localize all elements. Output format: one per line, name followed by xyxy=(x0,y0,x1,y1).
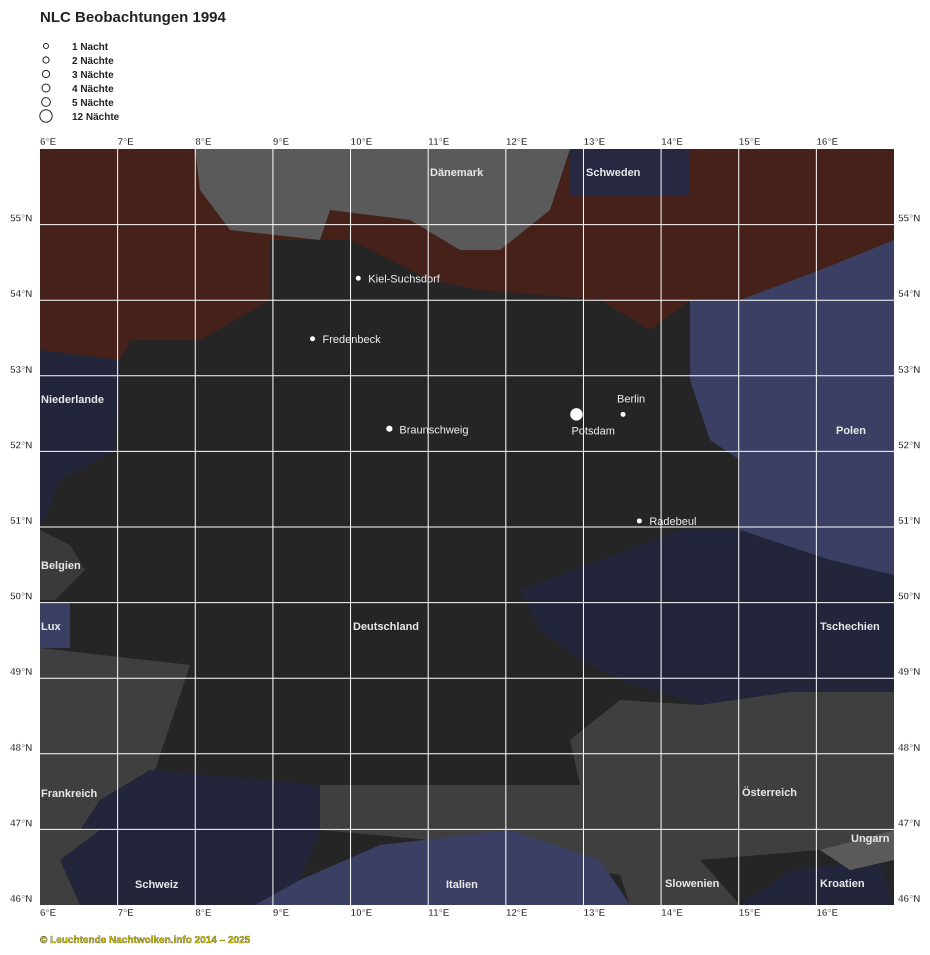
country-label: Polen xyxy=(836,425,866,437)
legend-label: 4 Nächte xyxy=(72,84,114,95)
city-dot xyxy=(386,425,393,432)
lon-label: 15°E xyxy=(739,908,761,919)
lon-label: 7°E xyxy=(118,908,135,919)
legend-label: 3 Nächte xyxy=(72,70,114,81)
lon-label: 11°E xyxy=(428,137,450,148)
country-label: Österreich xyxy=(742,786,797,799)
country-label: Belgien xyxy=(41,560,81,572)
city-dot xyxy=(570,408,583,421)
lon-label: 8°E xyxy=(195,137,212,148)
legend-label: 1 Nacht xyxy=(72,42,109,53)
lon-label: 11°E xyxy=(428,908,450,919)
lat-label: 49°N xyxy=(10,667,32,678)
country-label: Schweden xyxy=(586,167,641,179)
lon-label: 12°E xyxy=(506,908,528,919)
country-label: Dänemark xyxy=(430,167,484,179)
country-label: Schweiz xyxy=(135,879,179,891)
lon-label: 10°E xyxy=(351,137,373,148)
country-label: Deutschland xyxy=(353,621,419,633)
city-dot xyxy=(620,411,626,417)
lat-label: 48°N xyxy=(10,743,32,754)
lat-label: 46°N xyxy=(898,894,920,905)
lon-label: 13°E xyxy=(583,137,605,148)
lat-label: 46°N xyxy=(10,894,32,905)
lon-label: 10°E xyxy=(351,908,373,919)
lon-label: 15°E xyxy=(739,137,761,148)
legend-dot xyxy=(41,83,51,93)
lon-label: 9°E xyxy=(273,908,290,919)
footer: © Leuchtende Nachtwolken.info 2014 – 202… xyxy=(40,935,251,946)
lat-label: 47°N xyxy=(898,818,920,829)
legend-label: 5 Nächte xyxy=(72,98,114,109)
lat-label: 53°N xyxy=(10,365,32,376)
lat-label: 52°N xyxy=(898,440,920,451)
country-label: Niederlande xyxy=(41,394,104,406)
lon-label: 9°E xyxy=(273,137,290,148)
lat-label: 51°N xyxy=(898,516,920,527)
lat-label: 52°N xyxy=(10,440,32,451)
lon-label: 14°E xyxy=(661,908,683,919)
lat-label: 51°N xyxy=(10,516,32,527)
city-label: Braunschweig xyxy=(399,425,468,437)
lon-label: 6°E xyxy=(40,137,57,148)
city-dot xyxy=(636,518,642,524)
legend-dot xyxy=(43,43,49,49)
lon-label: 16°E xyxy=(816,137,838,148)
lat-label: 54°N xyxy=(898,289,920,300)
lat-label: 50°N xyxy=(10,592,32,603)
lon-label: 8°E xyxy=(195,908,212,919)
lon-label: 13°E xyxy=(583,908,605,919)
country-label: Italien xyxy=(446,879,478,891)
legend-dot xyxy=(42,56,50,64)
lat-label: 55°N xyxy=(898,214,920,225)
city-label: Potsdam xyxy=(571,425,614,437)
country-label: Ungarn xyxy=(851,833,890,845)
lat-label: 48°N xyxy=(898,743,920,754)
country-label: Slowenien xyxy=(665,878,720,890)
legend-dot xyxy=(41,97,51,107)
city-label: Fredenbeck xyxy=(323,334,382,346)
city-label: Radebeul xyxy=(649,516,696,528)
country-label: Lux xyxy=(41,621,61,633)
country-label: Frankreich xyxy=(41,788,98,800)
lon-label: 16°E xyxy=(816,908,838,919)
country-label: Kroatien xyxy=(820,878,865,890)
country-label: Tschechien xyxy=(820,621,880,633)
lon-label: 7°E xyxy=(118,137,135,148)
lon-label: 6°E xyxy=(40,908,57,919)
legend-label: 12 Nächte xyxy=(72,112,120,123)
lat-label: 55°N xyxy=(10,214,32,225)
lat-label: 50°N xyxy=(898,592,920,603)
city-dot xyxy=(310,336,316,342)
legend-dot xyxy=(39,109,53,123)
map-title: NLC Beobachtungen 1994 xyxy=(40,9,227,26)
lat-label: 53°N xyxy=(898,365,920,376)
legend-label: 2 Nächte xyxy=(72,56,114,67)
city-label: Kiel-Suchsdorf xyxy=(368,273,440,285)
city-label: Berlin xyxy=(617,393,645,405)
legend-dot xyxy=(41,69,51,79)
city-dot xyxy=(355,275,361,281)
lat-label: 54°N xyxy=(10,289,32,300)
lon-label: 14°E xyxy=(661,137,683,148)
lat-label: 49°N xyxy=(898,667,920,678)
lat-label: 47°N xyxy=(10,818,32,829)
lon-label: 12°E xyxy=(506,137,528,148)
